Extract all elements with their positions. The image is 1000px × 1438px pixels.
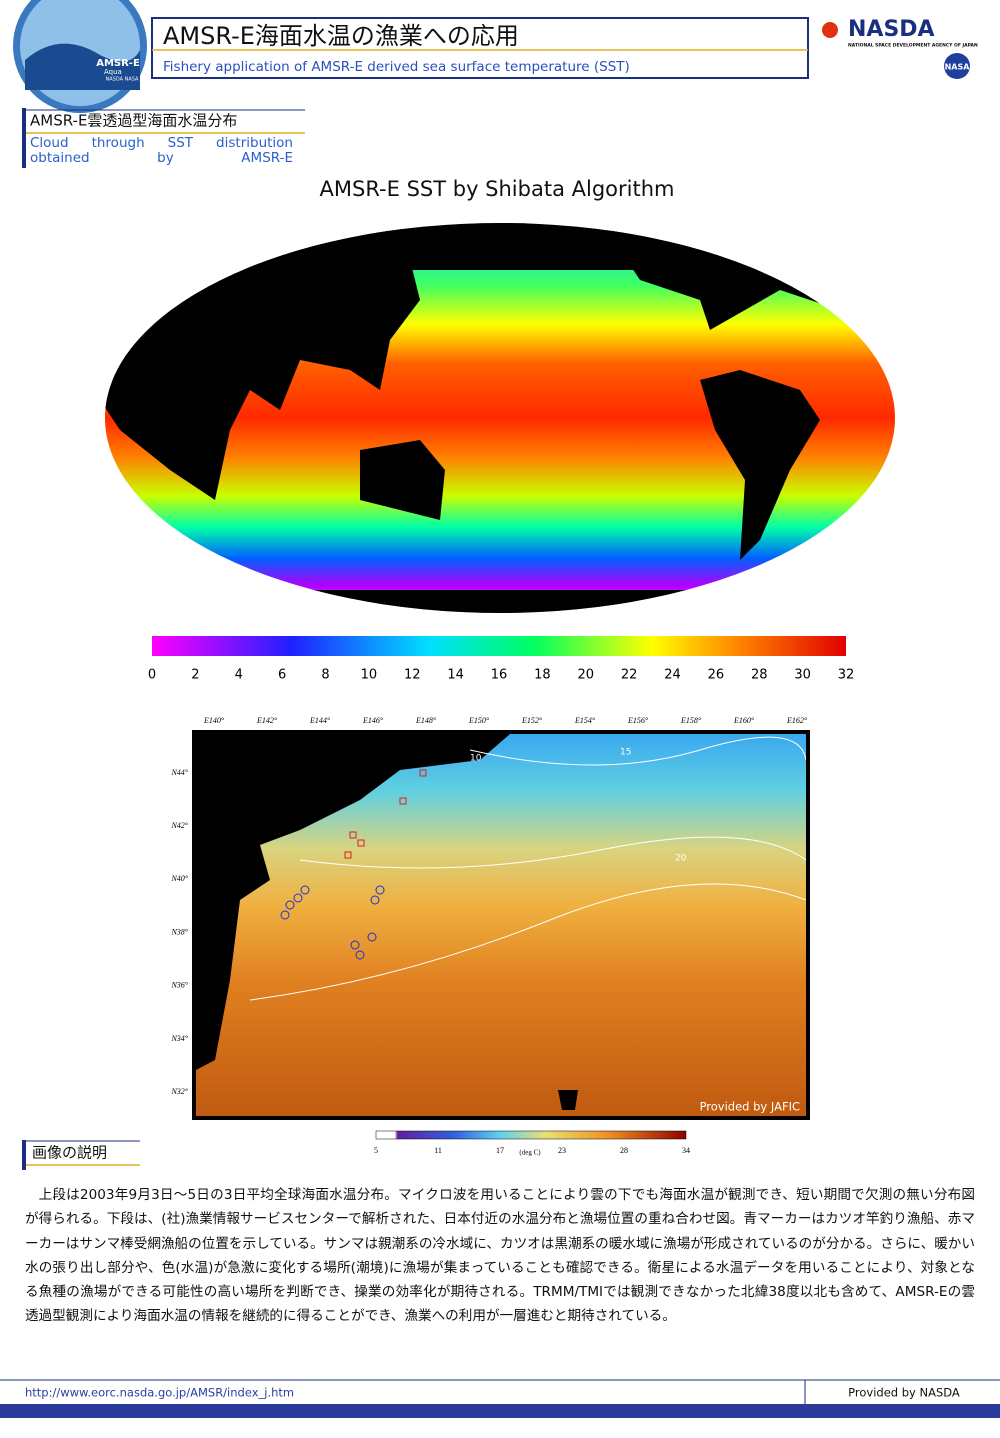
contour	[469, 736, 806, 766]
section-heading: 画像の説明	[32, 1144, 107, 1162]
section-heading-en: Cloud through SST distribution obtained …	[30, 136, 293, 166]
regional-colorbar-tick: 28	[620, 1146, 628, 1155]
section-heading: AMSR-E雲透過型海面水温分布	[30, 112, 237, 130]
colorbar-tick-label: 20	[577, 668, 594, 683]
south-america	[700, 370, 820, 560]
japan-land	[196, 734, 510, 1070]
contour	[299, 836, 806, 869]
lon-label: E144°	[309, 716, 331, 725]
colorbar	[152, 636, 846, 656]
description: 上段は2003年9月3日～5日の3日平均全球海面水温分布。マイクロ波を用いること…	[25, 1187, 975, 1325]
logo-left-name: AMSR-E	[96, 58, 140, 69]
regional-colorbar	[375, 1130, 687, 1140]
australia	[360, 440, 445, 520]
regional-colorbar-tick: 23	[558, 1146, 566, 1155]
colorbar-tick-label: 6	[278, 668, 286, 683]
colorbar-tick-label: 14	[447, 668, 464, 683]
lat-label: N40°	[170, 874, 188, 883]
lon-label: E156°	[627, 716, 649, 725]
nasda-name: NASDA	[848, 17, 935, 42]
colorbar-tick-label: 2	[191, 668, 199, 683]
lat-label: N44°	[170, 768, 188, 777]
lat-label: N36°	[170, 981, 188, 990]
lon-label: E162°	[786, 716, 808, 725]
lat-label: N42°	[170, 821, 188, 830]
logo-left-sub: Aqua	[104, 68, 122, 76]
footer-credit: Provided by NASDA	[848, 1386, 960, 1400]
map-title: AMSR-E SST by Shibata Algorithm	[320, 177, 675, 201]
nasda-full: NATIONAL SPACE DEVELOPMENT AGENCY OF JAP…	[848, 43, 978, 49]
lon-label: E148°	[415, 716, 437, 725]
regional-colorbar-tick: 17	[496, 1146, 504, 1155]
lon-label: E158°	[680, 716, 702, 725]
logo-left-credit: NASDA NASA	[106, 77, 140, 83]
regional-colorbar-tick: 5	[374, 1146, 378, 1155]
contour-label: 20	[675, 854, 687, 864]
logo-wave	[25, 43, 140, 90]
colorbar-tick-label: 18	[534, 668, 551, 683]
lon-label: E160°	[733, 716, 755, 725]
lon-label: E146°	[362, 716, 384, 725]
colorbar-tick-label: 4	[235, 668, 243, 683]
colorbar-tick-label: 22	[621, 668, 638, 683]
section-bar	[22, 108, 26, 168]
title-box	[151, 17, 809, 79]
lat-label: N38°	[170, 927, 188, 936]
nasa-logo	[944, 53, 970, 79]
lat-label: N32°	[170, 1087, 188, 1096]
arctic	[105, 223, 895, 270]
regional-overlay: 10 15 20	[196, 734, 806, 1110]
regional-colorbar-tick: 34	[682, 1146, 690, 1155]
section-heading-en-box: Cloud through SST distribution obtained …	[30, 136, 293, 166]
skipjack-markers	[280, 885, 385, 960]
colorbar-tick-label: 24	[664, 668, 681, 683]
map-credit: Provided by JAFIC	[700, 1100, 800, 1114]
nasda-mark	[822, 22, 838, 38]
regional-colorbar-tick: 11	[434, 1146, 442, 1155]
lon-label: E152°	[521, 716, 543, 725]
colorbar-unit: (deg C)	[519, 1149, 541, 1157]
lon-label: E150°	[468, 716, 490, 725]
colorbar-tick-label: 8	[321, 668, 329, 683]
lon-label: E154°	[574, 716, 596, 725]
saury-markers	[344, 769, 427, 859]
subtitle: Fishery application of AMSR-E derived se…	[163, 59, 630, 75]
antarctica	[105, 590, 895, 613]
contour-label: 15	[620, 748, 631, 758]
colorbar-tick-label: 30	[794, 668, 811, 683]
colorbar-tick-label: 32	[838, 668, 855, 683]
footer-bar	[0, 1404, 1000, 1418]
colorbar-tick-label: 26	[708, 668, 725, 683]
contour-label: 10	[470, 754, 482, 764]
colorbar-tick-label: 28	[751, 668, 768, 683]
title: AMSR-E海面水温の漁業への応用	[163, 22, 519, 50]
colorbar-tick-label: 12	[404, 668, 421, 683]
island	[558, 1090, 578, 1110]
contour	[249, 883, 806, 1001]
colorbar-tick-label: 0	[148, 668, 156, 683]
lon-label: E140°	[203, 716, 225, 725]
colorbar-tick-label: 10	[361, 668, 378, 683]
footer-url: http://www.eorc.nasda.go.jp/AMSR/index_j…	[25, 1386, 294, 1400]
lat-label: N34°	[170, 1034, 188, 1043]
nasa-name: NASA	[945, 63, 971, 72]
section-bar	[22, 1140, 26, 1170]
lon-label: E142°	[256, 716, 278, 725]
colorbar-tick-label: 16	[491, 668, 508, 683]
